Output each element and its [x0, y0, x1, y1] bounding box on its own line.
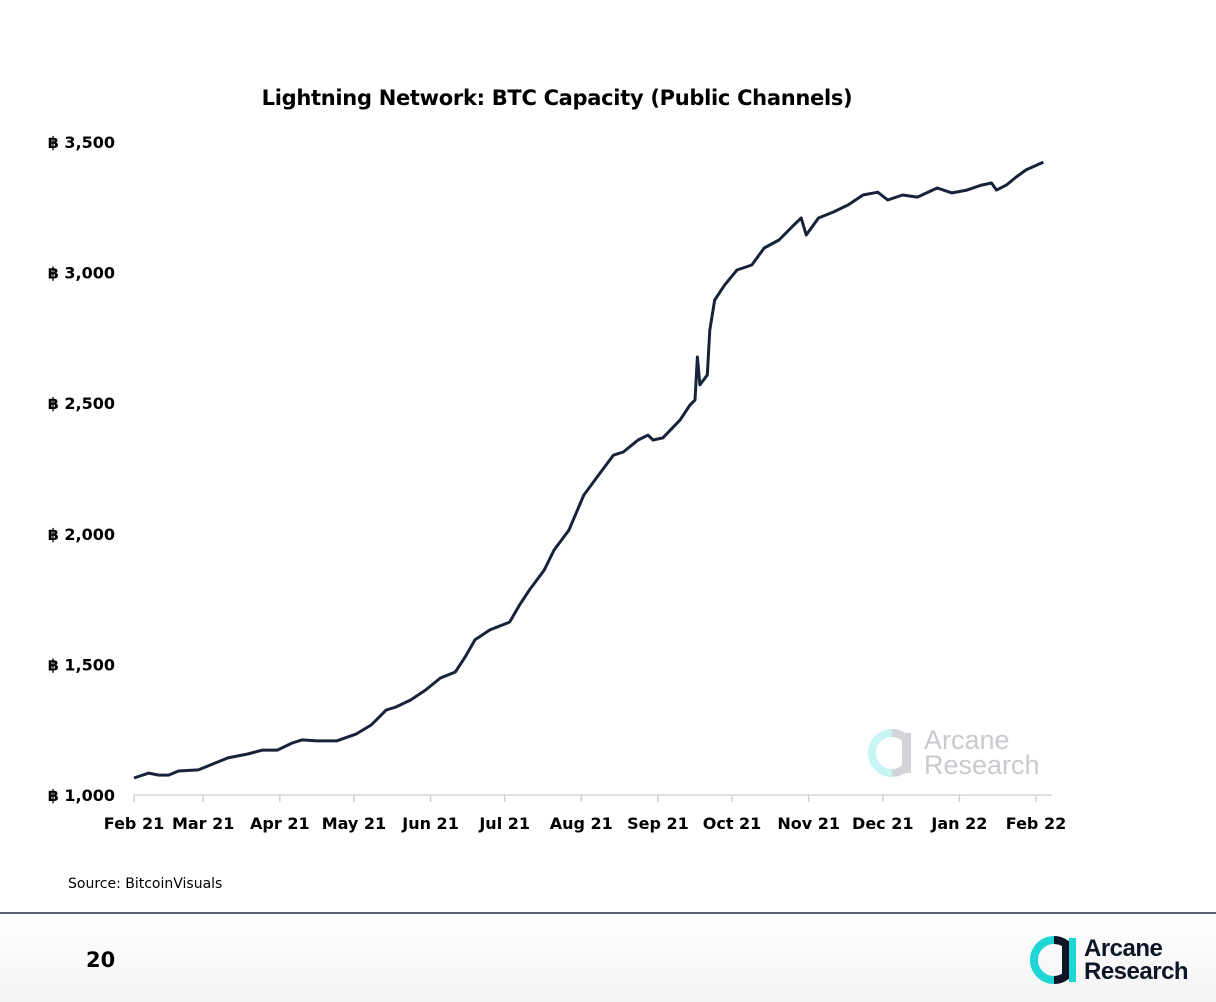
x-tick-label: Nov 21 — [777, 814, 840, 833]
y-tick-label: ฿ 3,000 — [48, 264, 115, 283]
logo-line1: Arcane — [1084, 935, 1163, 962]
y-tick-label: ฿ 2,500 — [48, 394, 115, 413]
watermark: Arcane Research — [868, 725, 1040, 780]
logo-line2: Research — [1084, 958, 1189, 985]
line-chart: ฿ 1,000 ฿ 1,500 ฿ 2,000 ฿ 2,500 ฿ 3,000 ฿ 3,5… — [48, 133, 1067, 833]
x-tick-label: Dec 21 — [852, 814, 913, 833]
arcane-logo: Arcane Research — [1030, 935, 1189, 985]
y-tick-label: ฿ 3,500 — [48, 133, 115, 152]
chart-title: Lightning Network: BTC Capacity (Public … — [261, 86, 853, 110]
footer-divider — [0, 912, 1216, 914]
source-note: Source: BitcoinVisuals — [68, 876, 223, 892]
series-line-btc-capacity — [133, 160, 1045, 780]
x-tick-label: Apr 21 — [250, 814, 310, 833]
y-tick-label: ฿ 2,000 — [48, 525, 115, 544]
x-tick-label: Mar 21 — [172, 814, 234, 833]
arcane-logo-icon — [1030, 936, 1076, 984]
y-tick-label: ฿ 1,500 — [48, 655, 115, 674]
footer — [0, 914, 1216, 1002]
watermark-line1: Arcane — [924, 725, 1010, 755]
x-tick-label: Aug 21 — [550, 814, 613, 833]
x-tick-label: Oct 21 — [703, 814, 762, 833]
y-tick-label: ฿ 1,000 — [48, 786, 115, 805]
x-tick-label: Sep 21 — [627, 814, 689, 833]
x-tick-label: Jul 21 — [478, 814, 530, 833]
watermark-line2: Research — [924, 750, 1040, 780]
x-tick-label: Feb 22 — [1006, 814, 1066, 833]
x-tick-label: Jan 22 — [930, 814, 987, 833]
x-tick-label: Feb 21 — [104, 814, 164, 833]
x-tick-label: Jun 21 — [401, 814, 459, 833]
arcane-watermark-icon — [868, 729, 911, 777]
x-tick-label: May 21 — [322, 814, 387, 833]
page-number: 20 — [86, 948, 116, 972]
